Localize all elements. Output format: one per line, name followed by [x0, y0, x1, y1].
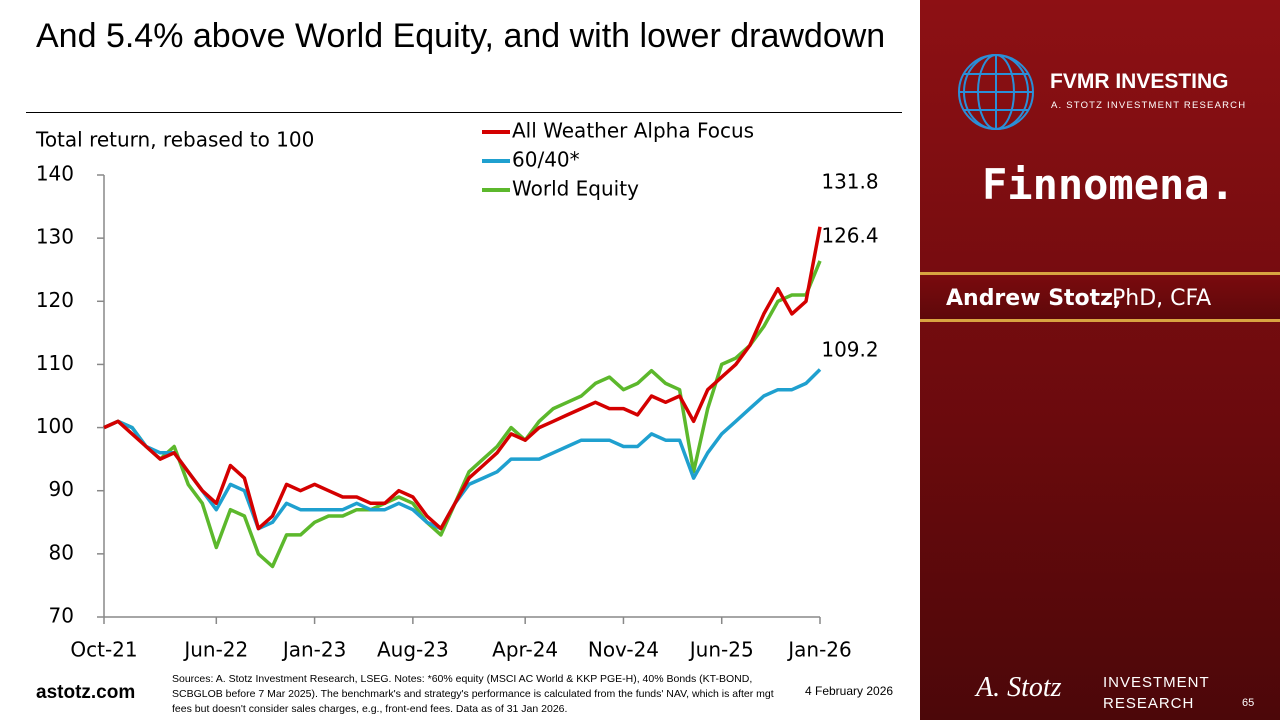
legend-label: All Weather Alpha Focus [512, 119, 754, 143]
x-tick-label: Jan-23 [281, 638, 347, 662]
y-tick-label: 80 [49, 540, 74, 564]
logo-signature: A. Stotz [976, 672, 1062, 703]
y-tick-label: 120 [36, 288, 74, 312]
x-tick-label: Aug-23 [377, 638, 449, 662]
legend-label: World Equity [512, 177, 639, 201]
end-label: 131.8 [821, 170, 878, 194]
x-tick-label: Nov-24 [588, 638, 659, 662]
page-number: 65 [1242, 697, 1255, 709]
x-tick-label: Jun-25 [688, 638, 754, 662]
presenter-band: Andrew Stotz, PhD, CFA [920, 272, 1280, 322]
series-line [103, 226, 822, 531]
legend-label: 60/40* [512, 148, 580, 172]
x-tick-label: Oct-21 [70, 638, 137, 662]
brand-sub: A. STOTZ INVESTMENT RESEARCH [1051, 100, 1247, 111]
y-axis-label: Total return, rebased to 100 [35, 128, 314, 152]
y-tick-label: 130 [36, 225, 74, 249]
logo-line: INVESTMENT [1103, 674, 1210, 691]
y-tick-label: 90 [49, 477, 74, 501]
sidebar: FVMR INVESTING A. STOTZ INVESTMENT RESEA… [920, 0, 1280, 720]
series-line [103, 260, 822, 569]
end-label: 126.4 [821, 224, 878, 248]
date: 4 February 2026 [805, 684, 894, 698]
y-tick-label: 100 [36, 414, 74, 438]
x-tick-label: Jun-22 [182, 638, 248, 662]
slide-title: And 5.4% above World Equity, and with lo… [36, 17, 886, 55]
globe-icon [958, 54, 1034, 130]
partner: Finnomena. [982, 160, 1235, 209]
y-tick-label: 140 [36, 162, 74, 186]
y-tick-label: 70 [49, 604, 74, 628]
brand: FVMR INVESTING [1050, 70, 1229, 93]
presenter-name: Andrew Stotz, [946, 286, 1122, 311]
chart: Total return, rebased to 100 131.8 126.4… [35, 119, 879, 662]
end-label: 109.2 [821, 338, 878, 362]
x-tick-label: Apr-24 [492, 638, 558, 662]
title-rule [26, 112, 902, 113]
y-tick-label: 110 [36, 351, 74, 375]
site: astotz.com [36, 682, 136, 703]
x-tick-label: Jan-26 [786, 638, 852, 662]
source-note: Sources: A. Stotz Investment Research, L… [172, 673, 774, 715]
presenter-title: PhD, CFA [1112, 286, 1212, 311]
logo-line: RESEARCH [1103, 695, 1195, 712]
